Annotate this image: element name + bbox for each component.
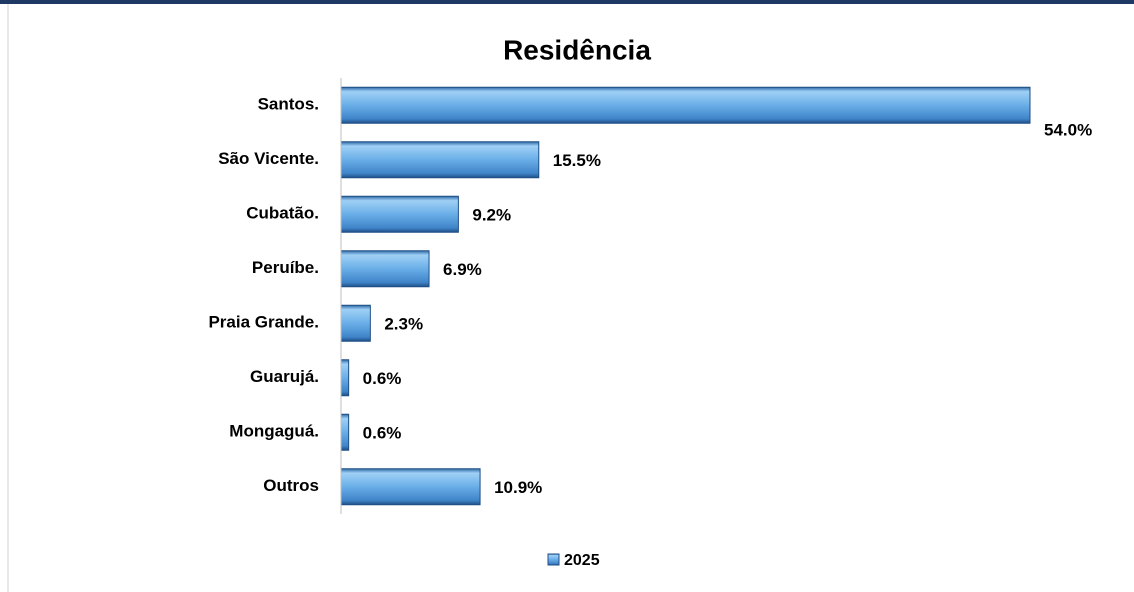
chart-title: Residência xyxy=(503,34,651,65)
y-tick-label: Outros xyxy=(263,476,319,495)
bar xyxy=(340,304,371,342)
y-tick-label: São Vicente. xyxy=(218,149,319,168)
bar xyxy=(340,250,430,288)
bar xyxy=(340,141,540,179)
value-label: 0.6% xyxy=(363,424,402,443)
value-label: 15.5% xyxy=(553,151,601,170)
value-label: 0.6% xyxy=(363,369,402,388)
legend-label: 2025 xyxy=(564,552,600,569)
y-tick-label: Santos. xyxy=(258,95,319,114)
bar xyxy=(340,359,350,397)
bar xyxy=(340,195,459,233)
value-label: 10.9% xyxy=(494,478,542,497)
y-tick-label: Mongaguá. xyxy=(229,422,319,441)
y-tick-label: Cubatão. xyxy=(246,204,319,223)
bar xyxy=(340,86,1031,124)
legend-swatch xyxy=(547,553,560,566)
value-label: 9.2% xyxy=(472,206,511,225)
value-label: 6.9% xyxy=(443,260,482,279)
value-label: 2.3% xyxy=(384,315,423,334)
top-bar xyxy=(0,0,1134,4)
y-tick-label: Peruíbe. xyxy=(252,258,319,277)
y-tick-label: Guarujá. xyxy=(250,367,319,386)
y-tick-label: Praia Grande. xyxy=(208,313,319,332)
bar xyxy=(340,468,481,506)
value-label: 54.0% xyxy=(1044,121,1092,140)
bar xyxy=(340,413,350,451)
